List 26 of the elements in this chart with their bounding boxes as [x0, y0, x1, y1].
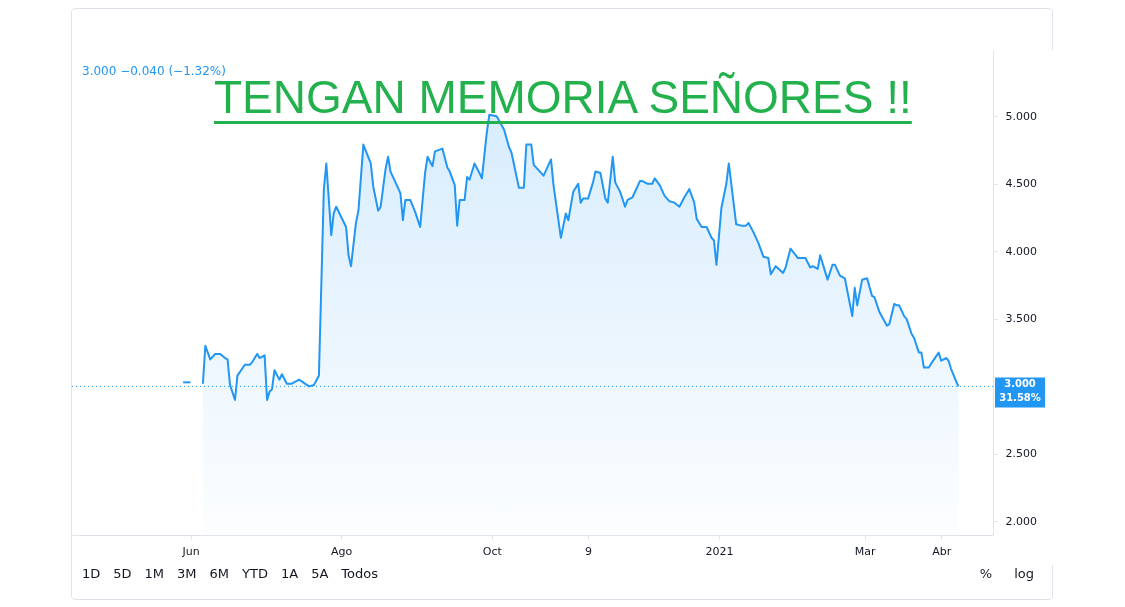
text: %: [979, 566, 993, 581]
y-tick-label: 4.000: [1005, 244, 1037, 258]
x-tick-label: Ago: [331, 544, 353, 558]
ref-line-label: 3.000 31.58%: [999, 378, 1041, 404]
y-tick-label: 5.000: [1005, 109, 1037, 123]
x-tick-label: Abr: [932, 544, 952, 558]
text: 6M: [209, 566, 230, 581]
text: 3M: [177, 566, 197, 581]
text: 1D: [82, 566, 101, 581]
y-tick-label: 3.500: [1005, 312, 1037, 326]
text: 1M: [144, 566, 165, 581]
x-tick-label: 2021: [705, 544, 734, 558]
y-tick-label: 4.500: [1005, 177, 1037, 191]
text: 5A: [311, 566, 329, 581]
text: YTD: [242, 566, 268, 581]
y-tick-label: 2.000: [1005, 514, 1037, 528]
x-tick-label: Jun: [181, 544, 200, 558]
y-tick-label: 2.500: [1005, 447, 1037, 461]
text: 3.000 −0.040 (−1.32%): [82, 64, 226, 78]
text: 5D: [113, 566, 132, 581]
x-tick-label: Oct: [482, 544, 503, 558]
text: log: [1014, 566, 1034, 581]
x-tick-label: Mar: [854, 544, 876, 558]
text: 1A: [280, 566, 299, 581]
text: Todos: [341, 566, 378, 581]
x-tick-label: 9: [585, 544, 593, 558]
